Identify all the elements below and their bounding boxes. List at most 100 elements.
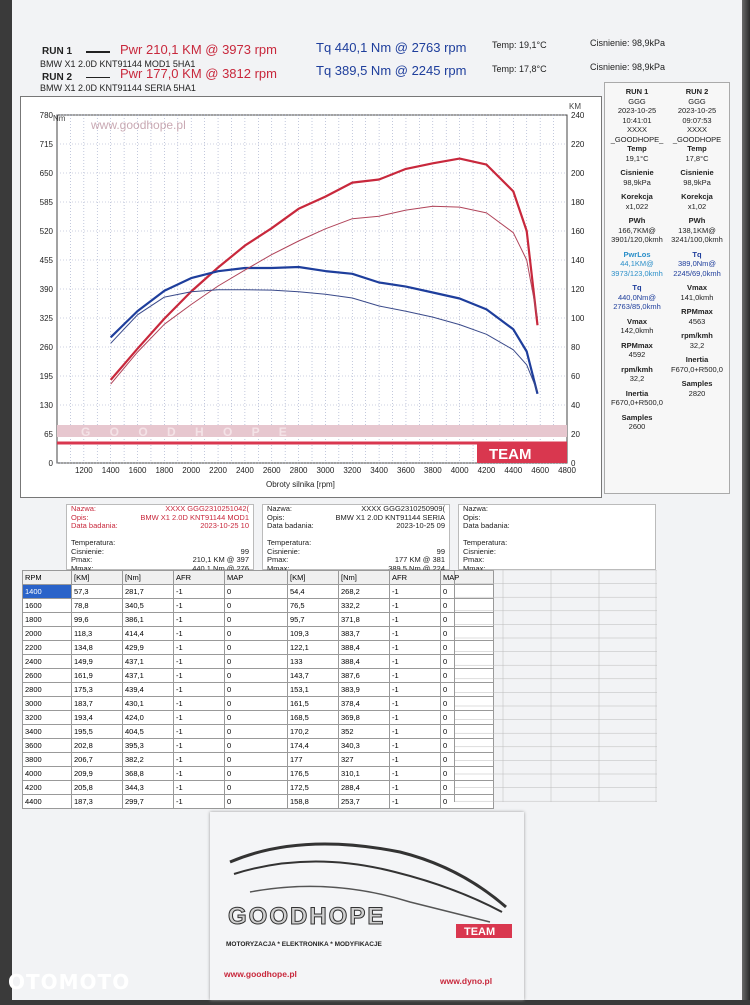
summary-entry: rpm/kmh 32,2	[607, 365, 667, 384]
table-cell: 177	[287, 752, 339, 767]
x-tick-label: 3200	[343, 466, 361, 475]
table-cell: 0	[440, 584, 494, 599]
table-cell: -1	[389, 696, 441, 711]
summary-value: 141,0kmh	[680, 292, 714, 302]
series-line	[110, 289, 538, 392]
table-cell: -1	[389, 668, 441, 683]
info-row: Nazwa: XXXX GGG2310250909(	[263, 504, 449, 514]
table-cell: 437,1	[122, 654, 174, 669]
summary-entry: PwrLos 44,1KM@ 3973/123,0kmh	[607, 250, 667, 279]
table-cell: 0	[224, 682, 288, 697]
summary-entry: RPMmax 4563	[667, 307, 727, 326]
table-cell: 327	[338, 752, 390, 767]
otomoto-watermark: OTOMOTO	[8, 970, 131, 994]
y-right-tick-label: 60	[571, 372, 580, 381]
y-left-tick-label: 650	[40, 169, 54, 178]
summary-value: 09:07:53	[682, 115, 712, 125]
table-cell: 134,8	[71, 640, 123, 655]
info-row: Opis:	[459, 513, 655, 523]
table-cell: 1400	[22, 584, 72, 599]
chart-watermark-url: www.goodhope.pl	[90, 118, 186, 132]
table-cell: 429,9	[122, 640, 174, 655]
empty-table-area	[454, 569, 657, 802]
data-table: RPM [KM] [Nm] AFR MAP [KM] [Nm] AFR MAP 1400 57,3…	[22, 570, 494, 809]
table-row: 3600 202,8 395,3 -1 0 174,4 340,3 -1 0	[22, 738, 494, 753]
x-tick-label: 2200	[209, 466, 227, 475]
table-header-cell: AFR	[173, 570, 225, 585]
table-cell: 193,4	[71, 710, 123, 725]
info-row: Data badania: 2023-10-25 10	[67, 521, 253, 531]
summary-entry: 2023-10-25	[607, 106, 667, 116]
summary-value: 17,8°C	[685, 153, 709, 163]
table-cell: 4000	[22, 766, 72, 781]
table-cell: 2800	[22, 682, 72, 697]
run2-power: Pwr 177,0 KM @ 3812 rpm	[120, 66, 277, 81]
table-row: 1600 78,8 340,5 -1 0 76,5 332,2 -1 0	[22, 598, 494, 613]
info-value: 99	[240, 546, 249, 556]
table-cell: -1	[389, 794, 441, 809]
table-cell: 187,3	[71, 794, 123, 809]
table-cell: 153,1	[287, 682, 339, 697]
team-badge-text: TEAM	[489, 446, 532, 463]
x-tick-label: 1800	[155, 466, 173, 475]
summary-value: _GOODHOPE_	[610, 134, 664, 144]
summary-key: RPMmax	[621, 340, 653, 350]
summary-entry: rpm/kmh 32,2	[667, 331, 727, 350]
table-cell: 0	[440, 710, 494, 725]
summary-entry: 10:41:01	[607, 116, 667, 126]
x-tick-label: 4400	[504, 466, 522, 475]
table-cell: 383,9	[338, 682, 390, 697]
summary-entry: RUN 1 GGG	[607, 87, 667, 106]
summary-key: Temp	[627, 144, 647, 153]
summary-entry: 09:07:53	[667, 116, 727, 126]
summary-key: PWh	[688, 216, 706, 225]
summary-entry: PWh 166,7KM@ 3901/120,0kmh	[607, 216, 667, 245]
info-value: 440,1 Nm @ 276	[192, 563, 249, 573]
card-logo-text: GOODHOPE	[228, 903, 385, 930]
table-cell: 172,5	[287, 780, 339, 795]
table-cell: 0	[224, 598, 288, 613]
table-cell: 195,5	[71, 724, 123, 739]
x-tick-label: 2600	[263, 466, 281, 475]
info-row: Cisnienie: 99	[67, 546, 253, 557]
table-cell: 0	[440, 738, 494, 753]
card-url-right[interactable]: www.dyno.pl	[439, 976, 492, 986]
table-cell: 439,4	[122, 682, 174, 697]
table-row: 3400 195,5 404,5 -1 0 170,2 352 -1 0	[22, 724, 494, 739]
card-url-left[interactable]: www.goodhope.pl	[223, 969, 297, 979]
summary-key: Temp	[687, 144, 707, 153]
table-row: 3000 183,7 430,1 -1 0 161,5 378,4 -1 0	[22, 696, 494, 711]
table-cell: -1	[389, 612, 441, 627]
series-line	[109, 157, 539, 381]
table-cell: 122,1	[287, 640, 339, 655]
table-cell: 133	[287, 654, 339, 669]
y-left-tick-label: 325	[40, 314, 54, 323]
info-row: Pmax: 177 KM @ 381	[263, 555, 449, 565]
table-header-cell: MAP	[440, 570, 494, 585]
summary-key: Korekcja	[681, 192, 713, 201]
x-tick-label: 4200	[478, 466, 496, 475]
info-row: Nazwa:	[459, 504, 655, 514]
table-cell: 0	[224, 584, 288, 599]
card-logo: GOODHOPE TEAM MOTORYZACJA * ELEKTRONIKA …	[223, 842, 512, 986]
chart-grid	[56, 114, 568, 464]
y-right-tick-label: 120	[571, 285, 585, 294]
info-value: 210,1 KM @ 397	[192, 555, 249, 564]
table-cell: 299,7	[122, 794, 174, 809]
table-cell: 3200	[22, 710, 72, 725]
info-row: Cisnienie:	[459, 547, 655, 557]
info-row: Pmax: 210,1 KM @ 397	[67, 555, 253, 565]
table-cell: 0	[224, 640, 288, 655]
summary-entry: Samples 2820	[667, 379, 727, 398]
y-right-tick-label: 100	[571, 314, 585, 323]
goodhope-business-card: GOODHOPE TEAM MOTORYZACJA * ELEKTRONIKA …	[210, 812, 524, 1000]
summary-key: Samples	[621, 412, 653, 422]
paper-shadow-edge	[742, 0, 750, 1000]
info-label: Mmax:	[71, 563, 94, 573]
car-silhouette-line	[229, 842, 507, 909]
summary-value: 2023-10-25	[617, 106, 657, 115]
summary-value: GGG	[688, 96, 706, 106]
table-cell: -1	[173, 738, 225, 753]
table-cell: 95,7	[287, 612, 339, 627]
table-cell: 388,4	[338, 654, 390, 669]
